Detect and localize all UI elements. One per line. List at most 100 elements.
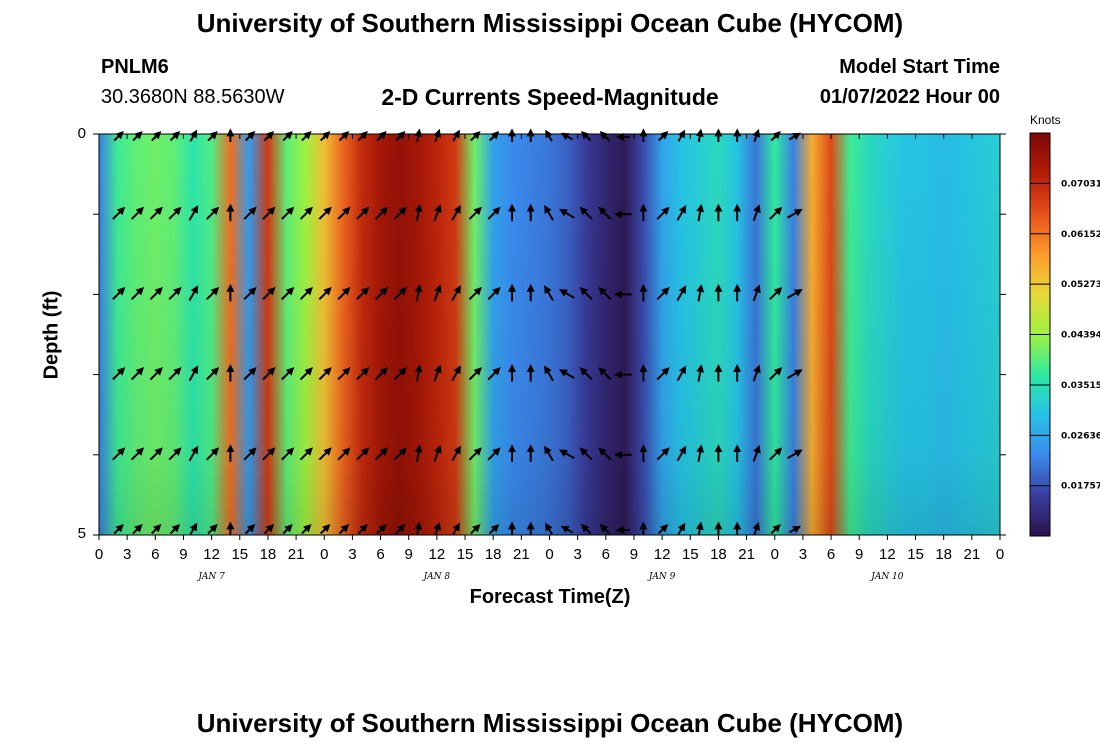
colorbar-ticks: 0.07031 0.06152 0.05273 0.04394 0.03515 0.026… [1030,179,1100,492]
current-arrow [599,523,611,535]
current-arrow [205,286,220,301]
x-tick-label: 18 [710,546,727,563]
current-arrow [374,206,389,220]
model-start-value: 01/07/2022 Hour 00 [819,86,1000,108]
current-arrow [786,208,803,219]
x-tick-label: 12 [654,546,671,563]
current-arrow [696,283,705,302]
x-tick-label: 0 [95,546,103,563]
current-arrow [356,206,370,220]
current-arrow [168,447,182,461]
x-tick-label: 15 [907,546,924,563]
current-arrow [356,447,370,461]
current-arrow [130,286,145,301]
current-arrow [657,523,669,535]
chart-title-repeat: University of Southern Mississippi Ocean… [196,708,904,738]
current-arrow [337,367,351,381]
current-arrow [262,206,276,220]
x-axis-ticks: 0 3 6 9 12 15 18 21 0 3 6 9 12 15 18 21 0 3 6 9 12 15 18 21 0 3 6 9… [95,134,1004,582]
current-arrow [696,203,705,222]
current-arrow [786,449,803,460]
current-arrow [393,367,407,381]
day-label: JAN 8 [422,572,451,582]
current-arrow [149,367,163,381]
current-arrow [169,130,181,142]
current-arrow [282,130,293,142]
current-arrow [299,206,313,220]
x-tick-label: 9 [179,546,187,563]
current-arrow [299,367,313,381]
current-arrow [374,367,389,381]
current-arrow [487,286,501,301]
station-coordinates: 30.3680N 88.5630W [101,86,285,108]
current-arrow [262,447,276,461]
current-arrow [244,130,256,142]
current-arrow [132,523,143,535]
current-arrow [112,367,126,381]
current-arrow [468,206,482,220]
current-arrow [299,447,313,461]
current-arrow [168,367,182,381]
current-arrow [338,130,350,142]
x-tick-label: 6 [151,546,159,563]
colorbar-title: Knots [1030,113,1061,127]
current-arrow [414,444,423,462]
colorbar-tick-label: 0.04394 [1061,331,1100,341]
current-arrow [149,286,163,301]
current-arrow [433,284,442,302]
current-arrow [318,206,332,220]
current-arrow [487,206,501,220]
x-tick-label: 3 [123,546,131,563]
current-arrow [168,206,182,220]
current-arrow [560,525,574,534]
current-arrow [281,206,295,220]
current-arrow [468,286,482,301]
x-tick-label: 15 [231,546,248,563]
current-arrow [769,206,783,220]
current-arrow [395,130,406,142]
current-arrow [769,367,783,381]
current-arrow [695,521,704,536]
current-arrow [149,206,163,220]
x-tick-label: 6 [602,546,610,563]
x-tick-label: 12 [429,546,446,563]
current-arrow [319,523,331,535]
colorbar-tick-label: 0.05273 [1061,280,1100,290]
x-tick-label: 0 [545,546,553,563]
chart-title: University of Southern Mississippi Ocean… [196,8,904,38]
current-arrow [580,523,592,535]
x-tick-label: 18 [485,546,502,563]
y-axis-ticks [93,133,1006,536]
current-arrow [299,286,313,301]
current-arrow [205,206,220,220]
current-arrow [393,206,407,220]
x-tick-label: 9 [405,546,413,563]
current-arrow [169,523,181,535]
x-tick-label: 15 [682,546,699,563]
current-arrow [598,206,612,220]
depth-shading [99,134,1000,535]
chart-subtitle: 2-D Currents Speed-Magnitude [381,84,719,110]
current-arrow [149,447,163,461]
current-arrow [676,204,687,221]
current-arrow [451,285,461,301]
current-arrow [451,445,461,462]
current-arrow [433,364,442,382]
current-arrow [598,367,612,381]
current-arrow [113,523,124,535]
current-arrow [752,284,761,302]
y-tick-label: 5 [77,525,86,542]
current-arrow [243,447,257,461]
current-arrow [337,286,351,301]
current-arrow [468,447,482,461]
current-arrow [301,523,312,535]
current-arrow [168,286,182,301]
current-arrow [244,523,256,535]
current-arrow [487,367,501,381]
current-arrow [677,522,686,535]
current-arrow [113,130,124,142]
x-tick-label: 18 [935,546,952,563]
current-arrow [130,367,145,381]
station-id: PNLM6 [101,56,169,78]
